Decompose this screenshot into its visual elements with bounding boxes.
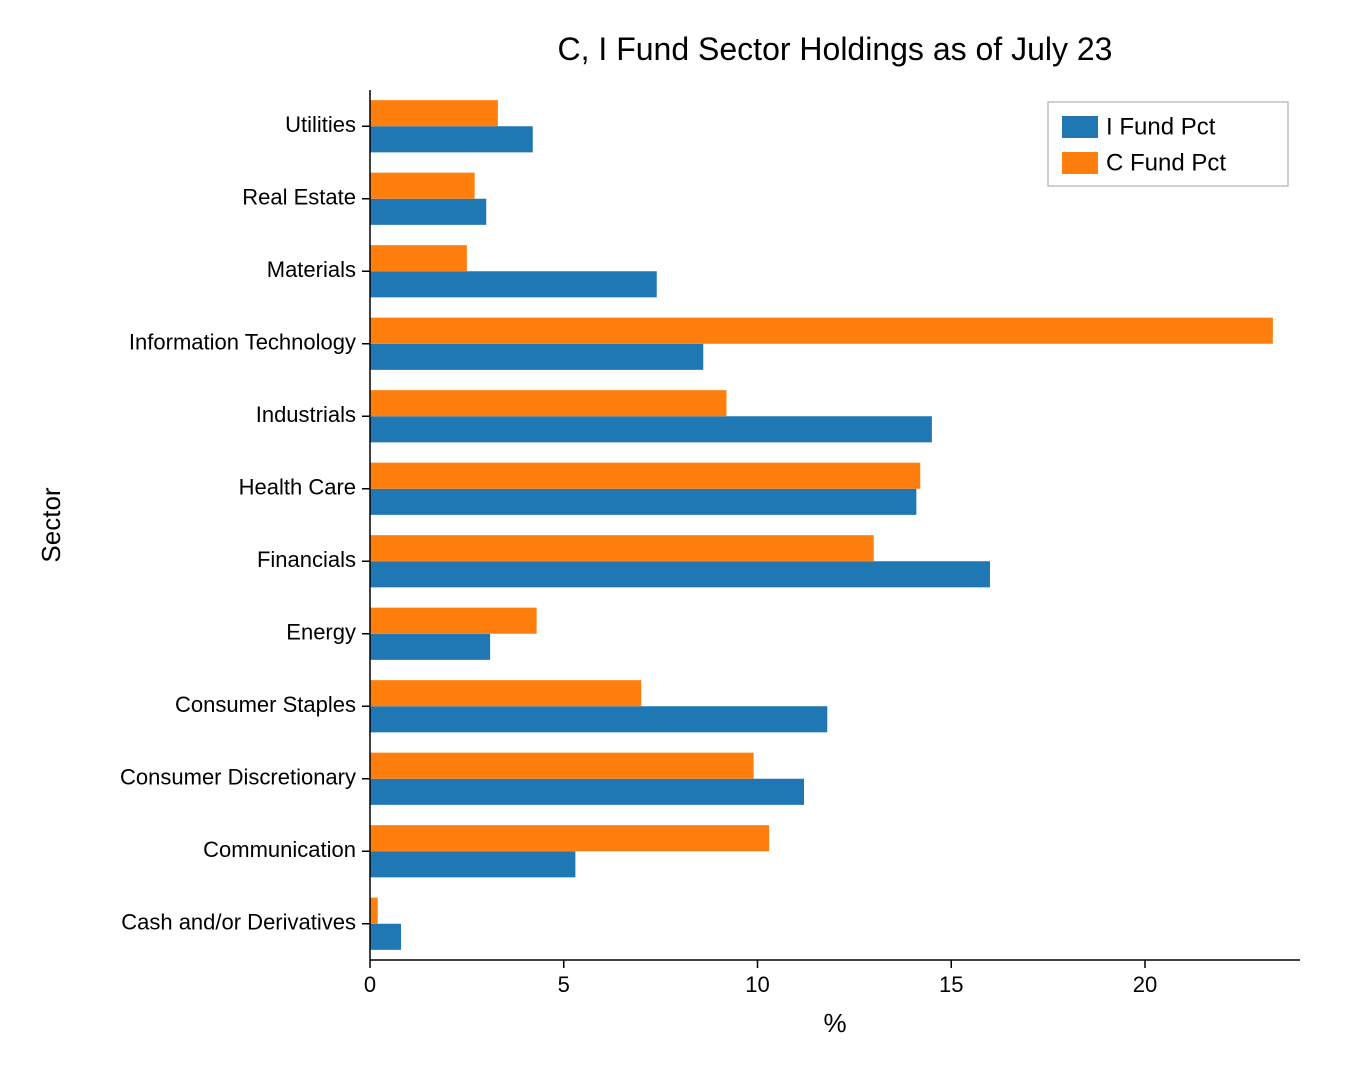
sector-holdings-chart: 0 5 10 15 20 Cash and/or Derivatives Communica… <box>0 0 1368 1075</box>
bar-cfund <box>370 173 475 199</box>
bar-cfund <box>370 898 378 924</box>
y-tick-label: Financials <box>257 547 356 572</box>
x-tick-label: 15 <box>939 972 963 997</box>
bar-cfund <box>370 100 498 126</box>
bar-ifund <box>370 561 990 587</box>
x-tick-label: 0 <box>364 972 376 997</box>
bar-cfund <box>370 825 769 851</box>
legend-swatch <box>1062 152 1098 174</box>
bar-cfund <box>370 535 874 561</box>
y-tick-label: Consumer Staples <box>175 692 356 717</box>
x-tick-label: 20 <box>1133 972 1157 997</box>
chart-title: C, I Fund Sector Holdings as of July 23 <box>558 31 1113 67</box>
legend: I Fund Pct C Fund Pct <box>1048 102 1288 186</box>
y-tick-label: Consumer Discretionary <box>120 765 356 790</box>
bar-ifund <box>370 489 916 515</box>
y-tick-label: Materials <box>267 257 356 282</box>
y-tick-label: Communication <box>203 837 356 862</box>
y-tick-label: Energy <box>286 620 356 645</box>
y-axis-title: Sector <box>36 487 66 562</box>
bars-group <box>370 100 1273 950</box>
y-tick-label: Industrials <box>256 402 356 427</box>
bar-ifund <box>370 271 657 297</box>
bar-cfund <box>370 608 537 634</box>
bar-ifund <box>370 126 533 152</box>
bar-ifund <box>370 779 804 805</box>
bar-cfund <box>370 245 467 271</box>
bar-cfund <box>370 318 1273 344</box>
y-tick-label: Health Care <box>239 475 356 500</box>
bar-cfund <box>370 753 754 779</box>
bar-ifund <box>370 924 401 950</box>
y-tick-label: Cash and/or Derivatives <box>121 910 356 935</box>
x-axis-title: % <box>823 1008 846 1038</box>
y-tick-label: Utilities <box>285 112 356 137</box>
bar-ifund <box>370 344 703 370</box>
bar-ifund <box>370 634 490 660</box>
bar-cfund <box>370 390 727 416</box>
chart-container: 0 5 10 15 20 Cash and/or Derivatives Communica… <box>0 0 1368 1075</box>
bar-ifund <box>370 851 575 877</box>
x-tick-label: 10 <box>745 972 769 997</box>
bar-ifund <box>370 706 827 732</box>
legend-swatch <box>1062 116 1098 138</box>
y-tick-label: Information Technology <box>129 330 356 355</box>
bar-cfund <box>370 463 920 489</box>
y-tick-label: Real Estate <box>242 185 356 210</box>
x-tick-label: 5 <box>558 972 570 997</box>
legend-label: C Fund Pct <box>1106 149 1226 176</box>
bar-ifund <box>370 416 932 442</box>
legend-label: I Fund Pct <box>1106 113 1216 140</box>
bar-cfund <box>370 680 641 706</box>
bar-ifund <box>370 199 486 225</box>
